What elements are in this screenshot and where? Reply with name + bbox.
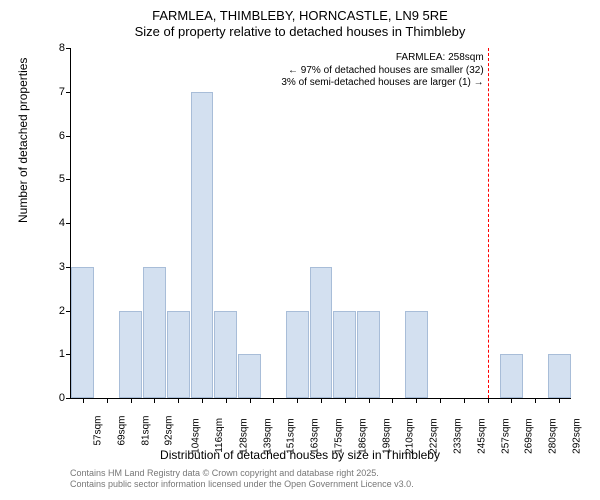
x-tick-mark (178, 398, 179, 403)
footer-line-1: Contains HM Land Registry data © Crown c… (70, 468, 414, 479)
x-tick-mark (297, 398, 298, 403)
x-tick-mark (107, 398, 108, 403)
x-tick-mark (226, 398, 227, 403)
x-axis-label: Distribution of detached houses by size … (0, 448, 600, 462)
y-tick-label: 8 (41, 42, 65, 54)
bar (238, 354, 261, 398)
annotation-line-3: 3% of semi-detached houses are larger (1… (281, 77, 483, 90)
x-tick-mark (345, 398, 346, 403)
x-tick-mark (464, 398, 465, 403)
title-line-2: Size of property relative to detached ho… (0, 24, 600, 40)
footer-attribution: Contains HM Land Registry data © Crown c… (70, 468, 414, 490)
y-tick-label: 7 (41, 86, 65, 98)
y-tick-mark (66, 311, 71, 312)
x-tick-mark (369, 398, 370, 403)
bar (500, 354, 523, 398)
x-tick-mark (83, 398, 84, 403)
bar (548, 354, 571, 398)
bar (357, 311, 380, 399)
x-tick-mark (535, 398, 536, 403)
y-tick-mark (66, 48, 71, 49)
y-tick-mark (66, 354, 71, 355)
plot-area: FARMLEA: 258sqm ← 97% of detached houses… (70, 48, 571, 399)
x-tick-label: 81sqm (140, 416, 151, 446)
annotation-line-1: FARMLEA: 258sqm (281, 52, 483, 65)
y-tick-mark (66, 136, 71, 137)
x-tick-label: 69sqm (116, 416, 127, 446)
y-tick-label: 3 (41, 261, 65, 273)
bar (191, 92, 214, 398)
x-tick-label: 92sqm (164, 416, 175, 446)
y-axis-label: Number of detached properties (16, 58, 30, 223)
annotation-line-2: ← 97% of detached houses are smaller (32… (281, 65, 483, 78)
x-tick-mark (392, 398, 393, 403)
bar (71, 267, 94, 398)
x-tick-label: 57sqm (92, 416, 103, 446)
y-tick-mark (66, 92, 71, 93)
chart-container: FARMLEA, THIMBLEBY, HORNCASTLE, LN9 5RE … (0, 0, 600, 500)
x-tick-mark (154, 398, 155, 403)
bar (333, 311, 356, 399)
chart-title: FARMLEA, THIMBLEBY, HORNCASTLE, LN9 5RE … (0, 0, 600, 41)
x-tick-mark (559, 398, 560, 403)
y-tick-mark (66, 267, 71, 268)
y-tick-mark (66, 179, 71, 180)
annotation-box: FARMLEA: 258sqm ← 97% of detached houses… (281, 52, 483, 90)
bar (143, 267, 166, 398)
x-tick-mark (273, 398, 274, 403)
x-tick-mark (488, 398, 489, 403)
x-tick-mark (131, 398, 132, 403)
bar (214, 311, 237, 399)
bar (167, 311, 190, 399)
footer-line-2: Contains public sector information licen… (70, 479, 414, 490)
x-tick-mark (440, 398, 441, 403)
bar (405, 311, 428, 399)
y-tick-mark (66, 223, 71, 224)
x-tick-mark (511, 398, 512, 403)
y-tick-mark (66, 398, 71, 399)
y-tick-label: 2 (41, 305, 65, 317)
bar (310, 267, 333, 398)
bar (119, 311, 142, 399)
y-tick-label: 0 (41, 392, 65, 404)
title-line-1: FARMLEA, THIMBLEBY, HORNCASTLE, LN9 5RE (0, 8, 600, 24)
y-tick-label: 6 (41, 130, 65, 142)
marker-line (488, 48, 489, 398)
y-tick-label: 5 (41, 173, 65, 185)
y-tick-label: 4 (41, 217, 65, 229)
x-tick-mark (202, 398, 203, 403)
y-tick-label: 1 (41, 348, 65, 360)
x-tick-mark (416, 398, 417, 403)
x-tick-mark (321, 398, 322, 403)
bar (286, 311, 309, 399)
x-tick-mark (250, 398, 251, 403)
